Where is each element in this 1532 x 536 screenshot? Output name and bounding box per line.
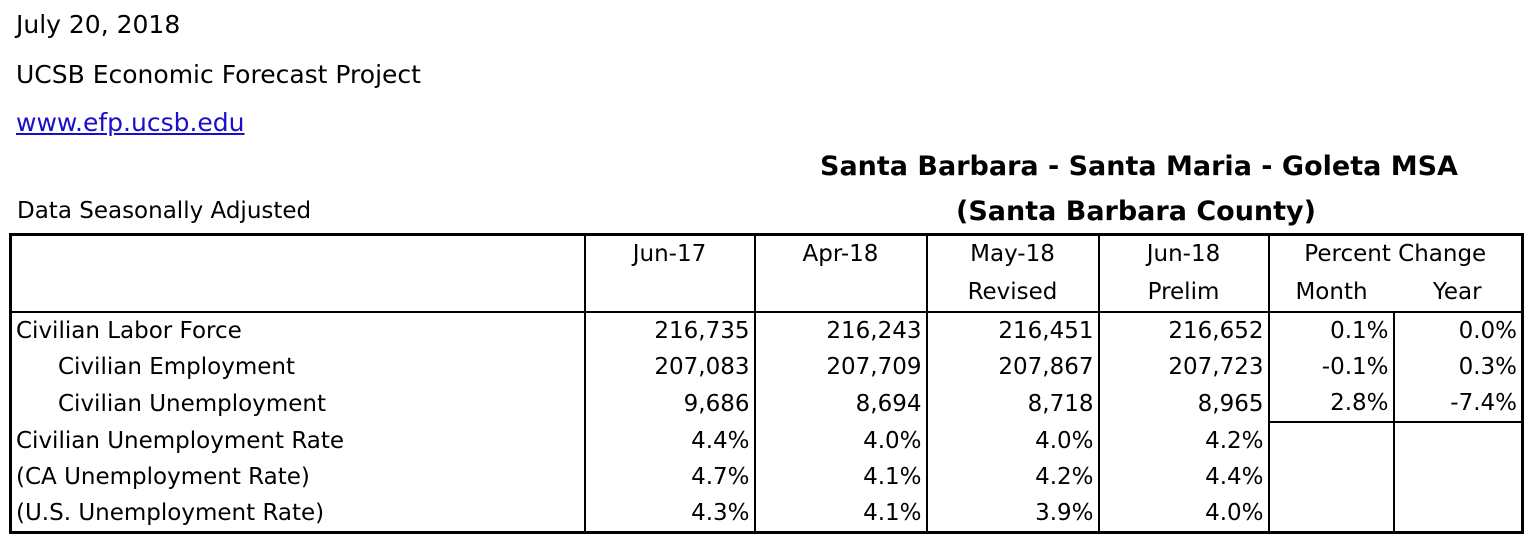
year-change-cell: 0.3% — [1458, 354, 1518, 380]
month-subheader: Month — [1268, 273, 1394, 313]
table-cell: 8,718 — [926, 385, 1100, 422]
report-date: July 20, 2018 — [16, 10, 181, 39]
table-cell: 4.0% — [754, 422, 928, 459]
table-cell: 216,451 — [926, 312, 1100, 349]
seasonal-adjustment-note: Data Seasonally Adjusted — [17, 198, 312, 224]
table-subtitle: (Santa Barbara County) — [955, 196, 1316, 227]
table-cell: 216,243 — [754, 312, 928, 349]
month-change-cell: -0.1% — [1268, 349, 1395, 385]
table-row: Civilian Employment 207,083 207,709 207,… — [10, 349, 1523, 385]
table-cell: 216,652 — [1098, 312, 1270, 349]
table-cell: 207,709 — [754, 349, 928, 385]
month-change-cell — [1268, 495, 1395, 533]
organization-name: UCSB Economic Forecast Project — [16, 60, 421, 89]
col-subheader-jun17 — [584, 273, 756, 313]
month-change-cell: 0.1% — [1268, 312, 1395, 349]
table-cell: 216,735 — [584, 312, 756, 349]
table-cell: 4.3% — [584, 495, 756, 533]
website-link[interactable]: www.efp.ucsb.edu — [16, 108, 245, 137]
col-subheader-may18: Revised — [926, 273, 1100, 313]
table-row: Civilian Unemployment 9,686 8,694 8,718 … — [10, 385, 1523, 423]
subheader-blank — [10, 273, 586, 313]
table-title: Santa Barbara - Santa Maria - Goleta MSA — [820, 151, 1458, 182]
table-cell: 4.7% — [584, 459, 756, 495]
table-cell: 4.2% — [1098, 422, 1270, 459]
table-cell: 3.9% — [926, 495, 1100, 533]
table-row: Civilian Labor Force 216,735 216,243 216… — [10, 312, 1523, 349]
header-blank — [10, 234, 586, 273]
table-cell: 8,965 — [1098, 385, 1270, 422]
table-cell: 4.1% — [754, 495, 928, 533]
table-header-row: Jun-17 Apr-18 May-18 Jun-18 Percent Chan… — [10, 234, 1523, 273]
table-cell: 4.1% — [754, 459, 928, 495]
month-change-cell — [1268, 459, 1395, 495]
table-row: (CA Unemployment Rate) 4.7% 4.1% 4.2% 4.… — [10, 459, 1523, 495]
row-label: (CA Unemployment Rate) — [10, 459, 586, 495]
col-subheader-jun18: Prelim — [1098, 273, 1270, 313]
col-header-apr18: Apr-18 — [754, 234, 928, 273]
table-cell: 207,723 — [1098, 349, 1270, 385]
table-row: Civilian Unemployment Rate 4.4% 4.0% 4.0… — [10, 422, 1523, 459]
year-change-cell — [1394, 495, 1523, 533]
percent-change-header: Percent Change — [1304, 241, 1487, 267]
row-label: Civilian Labor Force — [10, 312, 586, 349]
table-cell: 4.4% — [584, 422, 756, 459]
year-change-cell: -7.4% — [1393, 385, 1523, 423]
table-subheader-row: Revised Prelim Month Year — [10, 273, 1523, 313]
labor-force-table: Jun-17 Apr-18 May-18 Jun-18 Percent Chan… — [9, 233, 1525, 534]
month-change-cell — [1268, 422, 1395, 459]
year-change-cell — [1394, 422, 1523, 459]
table-cell: 4.2% — [926, 459, 1100, 495]
row-label: Civilian Unemployment Rate — [10, 422, 586, 459]
table-row: (U.S. Unemployment Rate) 4.3% 4.1% 3.9% … — [10, 495, 1523, 533]
col-header-may18: May-18 — [926, 234, 1100, 273]
col-subheader-apr18 — [754, 273, 928, 313]
table-cell: 4.4% — [1098, 459, 1270, 495]
row-label: Civilian Employment — [10, 349, 586, 385]
row-label: (U.S. Unemployment Rate) — [10, 495, 586, 533]
col-header-jun17: Jun-17 — [584, 234, 756, 273]
year-subheader: Year — [1393, 273, 1523, 313]
table-cell: 4.0% — [1098, 495, 1270, 533]
table-cell: 9,686 — [584, 385, 756, 422]
row-label: Civilian Unemployment — [10, 385, 586, 422]
table-cell: 207,083 — [584, 349, 756, 385]
month-change-cell: 2.8% — [1268, 385, 1395, 423]
table-cell: 8,694 — [754, 385, 928, 422]
table-cell: 207,867 — [926, 349, 1100, 385]
year-change-cell: 0.0% — [1458, 318, 1518, 344]
table-cell: 4.0% — [926, 422, 1100, 459]
year-change-cell — [1394, 459, 1523, 495]
col-header-jun18: Jun-18 — [1098, 234, 1270, 273]
